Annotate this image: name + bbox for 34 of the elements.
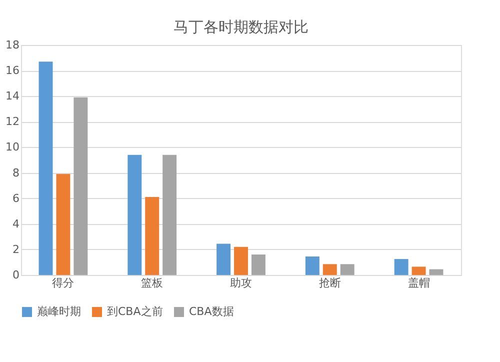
- y-tick-label: 6: [12, 192, 20, 205]
- bar: [38, 62, 53, 275]
- legend-label: 巅峰时期: [37, 305, 81, 318]
- bar: [162, 154, 177, 275]
- bar: [234, 246, 248, 275]
- y-tick-label: 0: [12, 268, 20, 282]
- bar: [145, 197, 160, 275]
- y-tick-label: 4: [12, 217, 20, 230]
- bar: [56, 174, 70, 275]
- bar: [74, 97, 88, 275]
- bar: [412, 266, 426, 275]
- bar: [128, 154, 142, 275]
- bar: [340, 264, 354, 275]
- x-tick-label: 抢断: [318, 276, 341, 290]
- y-tick-label: 14: [6, 90, 20, 103]
- chart-title: 马丁各时期数据对比: [174, 18, 308, 36]
- bar: [251, 254, 266, 275]
- x-tick-label: 盖帽: [408, 276, 430, 290]
- bar: [429, 269, 444, 275]
- y-tick-label: 8: [12, 166, 20, 180]
- bar: [322, 264, 337, 275]
- y-tick-label: 12: [6, 115, 20, 128]
- legend-label: CBA数据: [189, 305, 234, 318]
- x-tick-label: 得分: [52, 276, 74, 290]
- y-tick-label: 2: [12, 242, 20, 256]
- legend-label: 到CBA之前: [107, 305, 163, 318]
- y-tick-label: 18: [6, 38, 20, 52]
- bar: [394, 259, 408, 275]
- x-tick-label: 篮板: [141, 276, 164, 290]
- y-tick-label: 16: [6, 64, 20, 78]
- bar: [216, 244, 231, 275]
- x-tick-label: 助攻: [230, 276, 252, 290]
- y-tick-label: 10: [6, 140, 20, 154]
- bar: [305, 256, 320, 275]
